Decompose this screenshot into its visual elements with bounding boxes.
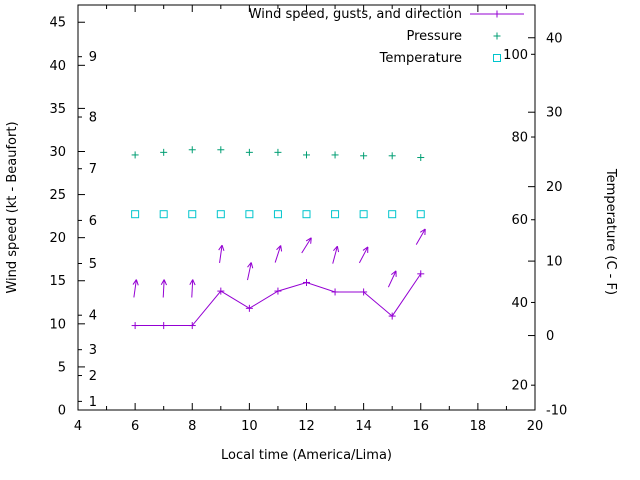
legend-label-pressure: Pressure	[406, 29, 462, 44]
svg-text:30: 30	[49, 145, 66, 160]
svg-text:20: 20	[546, 180, 563, 195]
legend: Wind speed, gusts, and direction Pressure…	[249, 7, 524, 66]
svg-text:7: 7	[89, 162, 97, 177]
svg-text:35: 35	[49, 102, 66, 117]
svg-text:8: 8	[89, 111, 97, 126]
svg-text:14: 14	[355, 419, 372, 434]
svg-text:40: 40	[511, 296, 528, 311]
svg-text:16: 16	[412, 419, 429, 434]
svg-text:10: 10	[546, 255, 563, 270]
svg-text:100: 100	[503, 48, 528, 63]
svg-text:25: 25	[49, 188, 66, 203]
svg-text:6: 6	[89, 214, 97, 229]
wind-direction-arrows	[132, 228, 426, 298]
pressure-series	[131, 146, 425, 162]
svg-text:9: 9	[89, 50, 97, 65]
svg-text:0: 0	[546, 329, 554, 344]
x-axis-label: Local time (America/Lima)	[221, 448, 392, 463]
svg-text:60: 60	[511, 213, 528, 228]
svg-text:10: 10	[241, 419, 258, 434]
svg-text:0: 0	[58, 404, 66, 419]
svg-text:18: 18	[470, 419, 487, 434]
svg-text:15: 15	[49, 274, 66, 289]
legend-label-wind: Wind speed, gusts, and direction	[249, 7, 462, 22]
svg-text:4: 4	[89, 309, 97, 324]
temperature-series	[131, 210, 425, 219]
svg-text:12: 12	[298, 419, 315, 434]
svg-text:8: 8	[188, 419, 196, 434]
svg-text:20: 20	[527, 419, 544, 434]
svg-text:1: 1	[89, 395, 97, 410]
svg-text:30: 30	[546, 106, 563, 121]
svg-text:10: 10	[49, 317, 66, 332]
legend-label-temperature: Temperature	[379, 51, 462, 66]
svg-text:20: 20	[49, 231, 66, 246]
svg-text:-10: -10	[546, 404, 567, 419]
svg-text:6: 6	[131, 419, 139, 434]
svg-text:5: 5	[89, 257, 97, 272]
svg-text:80: 80	[511, 131, 528, 146]
svg-text:40: 40	[49, 59, 66, 74]
svg-text:20: 20	[511, 379, 528, 394]
wind-series	[131, 270, 425, 330]
y2-axis-label: Temperature (C - F)	[603, 168, 618, 295]
y-axis-label: Wind speed (kt - Beaufort)	[5, 121, 20, 293]
svg-text:2: 2	[89, 369, 97, 384]
svg-text:45: 45	[49, 16, 66, 31]
svg-text:4: 4	[74, 419, 82, 434]
y2-axis-temperature: -10 0 10 20 30 40 20 40 60 80 100 Temperature (C - …	[503, 31, 618, 418]
plot-border	[77, 4, 536, 411]
svg-text:40: 40	[546, 31, 563, 46]
svg-text:3: 3	[89, 343, 97, 358]
svg-text:5: 5	[58, 360, 66, 375]
